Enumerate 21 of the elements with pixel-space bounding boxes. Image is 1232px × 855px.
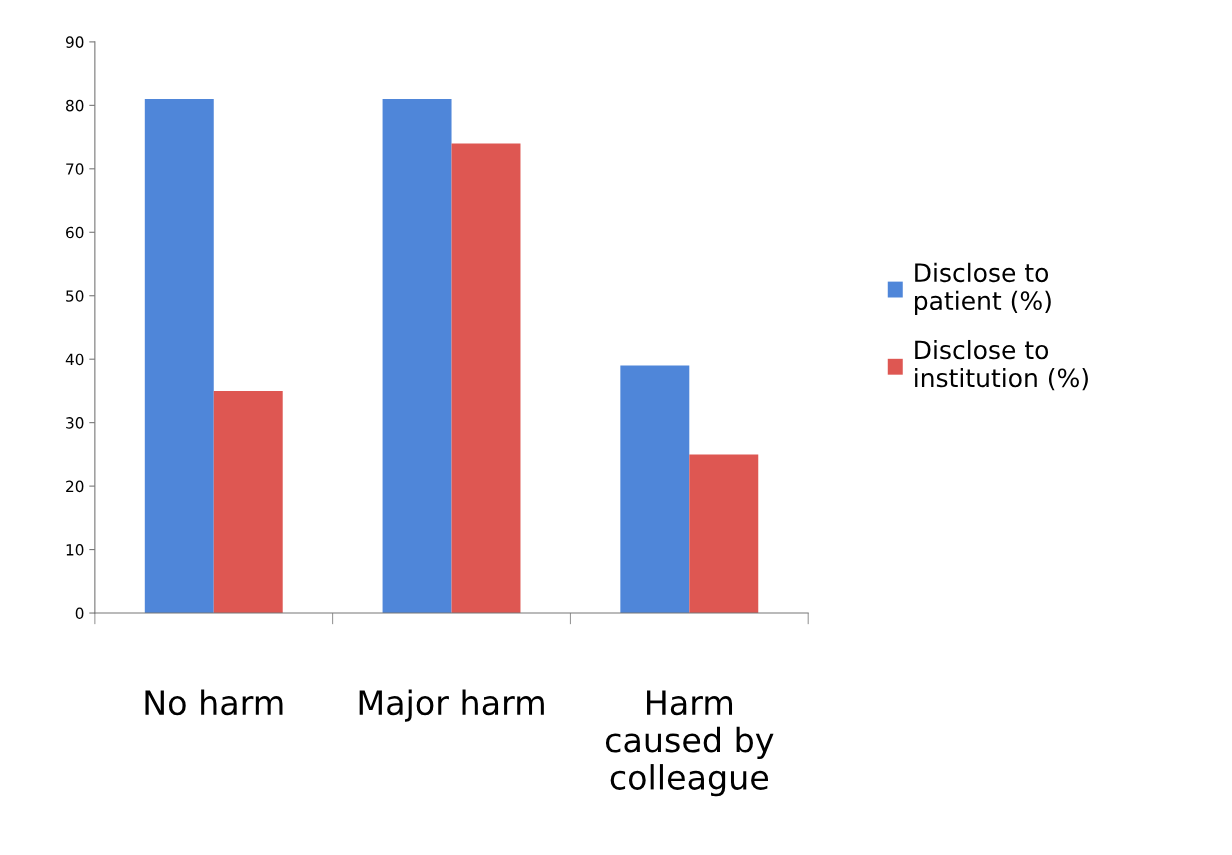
y-tick-label: 10 [66,544,84,556]
bar [689,454,759,614]
y-tick-label: 30 [66,417,84,429]
x-tick-label: Major harm [359,689,544,722]
legend-label: Disclose to institution (%) [915,339,1088,391]
y-tick-label: 20 [66,480,84,493]
x-tick-label: Harm caused by colleague [605,690,774,797]
bar [620,365,690,614]
bar [382,99,452,614]
y-tick-label: 40 [65,353,84,366]
y-tick-label: 80 [66,99,84,112]
bar [451,143,521,614]
bar [144,99,214,614]
y-tick-label: 60 [66,226,84,239]
x-tick-label: No harm [145,689,283,716]
legend-label: Disclose to patient (%) [915,262,1051,315]
y-tick-label: 50 [66,290,84,302]
y-tick-label: 70 [66,163,84,175]
y-tick-label: 0 [75,607,84,620]
y-tick-label: 90 [65,36,84,48]
bar [213,390,283,614]
